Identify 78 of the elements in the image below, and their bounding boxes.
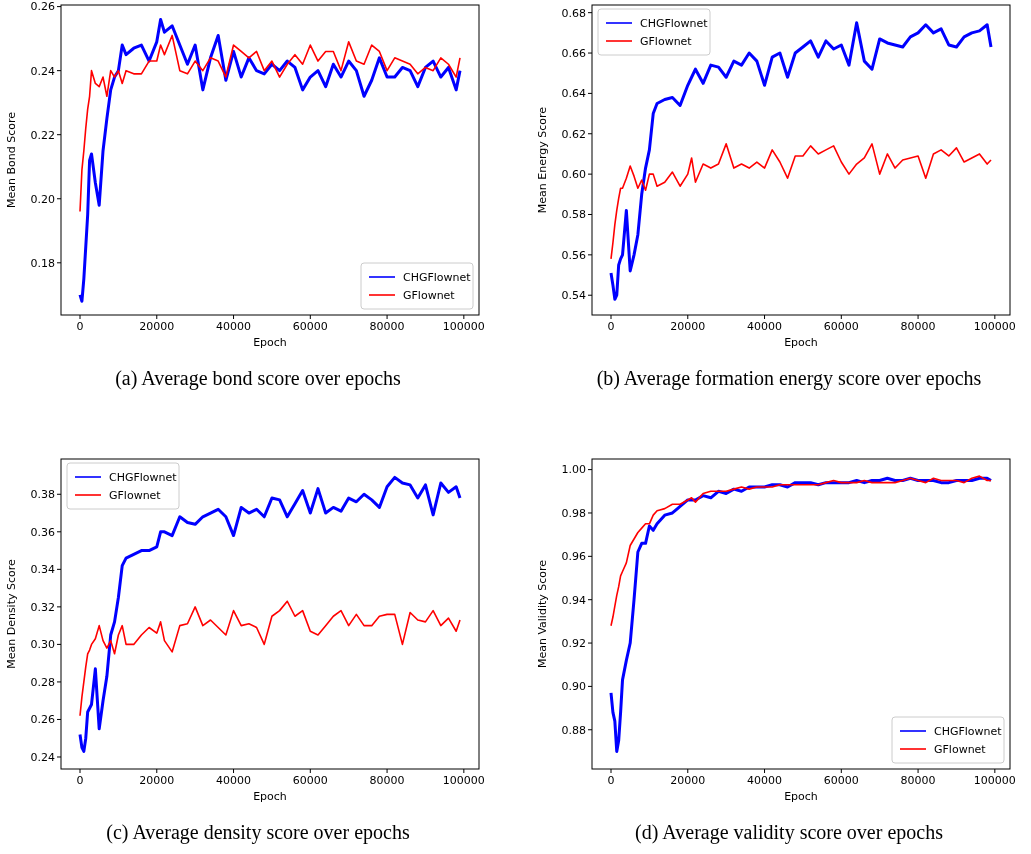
- y-axis-title: Mean Validity Score: [536, 559, 549, 669]
- x-tick-label: 0: [607, 320, 615, 333]
- legend-label: GFlownet: [403, 288, 456, 302]
- legend-label: GFlownet: [109, 488, 162, 502]
- x-tick-label: 40000: [216, 774, 252, 787]
- text: (c) Average density score over epochs: [106, 821, 410, 844]
- y-tick-label: 0.36: [30, 525, 55, 539]
- y-tick-label: 0.88: [561, 723, 586, 737]
- text: (a) Average bond score over epochs: [115, 367, 402, 390]
- x-tick-label: 40000: [747, 320, 783, 333]
- y-axis-title: Mean Bond Score: [5, 111, 18, 209]
- y-axis-title: Mean Energy Score: [536, 106, 549, 214]
- x-tick-label: 40000: [747, 774, 783, 787]
- x-axis-title: Epoch: [253, 336, 287, 349]
- line-series: [78, 475, 462, 753]
- line-series: [79, 600, 461, 717]
- y-tick-label: 0.32: [30, 600, 55, 614]
- x-tick-label: 80000: [369, 320, 405, 333]
- x-axis-title: Epoch: [253, 790, 287, 803]
- legend-label: GFlownet: [640, 34, 693, 48]
- y-axis-title: Mean Density Score: [5, 558, 18, 669]
- y-tick-label: 0.56: [561, 248, 586, 262]
- x-tick-label: 60000: [823, 320, 859, 333]
- y-tick-label: 0.92: [561, 636, 586, 650]
- x-tick-label: 80000: [369, 774, 405, 787]
- x-tick-label: 60000: [292, 320, 328, 333]
- x-tick-label: 0: [76, 320, 84, 333]
- legend-label: CHGFlownet: [109, 470, 178, 484]
- x-tick-label: 100000: [973, 320, 1016, 333]
- legend-label: CHGFlownet: [934, 724, 1003, 738]
- y-tick-label: 0.60: [561, 167, 586, 181]
- x-tick-label: 20000: [139, 774, 175, 787]
- y-tick-label: 0.18: [30, 256, 55, 270]
- y-tick-label: 0.26: [30, 713, 55, 727]
- y-tick-label: 0.66: [561, 46, 586, 60]
- y-tick-label: 0.28: [30, 675, 55, 689]
- y-tick-label: 0.22: [30, 128, 55, 142]
- x-tick-label: 0: [607, 774, 615, 787]
- line-series: [609, 21, 993, 301]
- x-tick-label: 20000: [670, 774, 706, 787]
- legend-label: CHGFlownet: [640, 16, 709, 30]
- y-tick-label: 0.30: [30, 638, 55, 652]
- x-tick-label: 60000: [292, 774, 328, 787]
- y-tick-label: 0.98: [561, 506, 586, 520]
- y-tick-label: 0.38: [30, 488, 55, 502]
- y-tick-label: 0.54: [561, 289, 586, 303]
- y-tick-label: 0.94: [561, 593, 586, 607]
- legend-label: GFlownet: [934, 742, 987, 756]
- y-tick-label: 0.68: [561, 6, 586, 20]
- x-tick-label: 40000: [216, 320, 252, 333]
- y-tick-label: 0.34: [30, 563, 55, 577]
- x-tick-label: 80000: [900, 774, 936, 787]
- x-tick-label: 80000: [900, 320, 936, 333]
- legend-label: CHGFlownet: [403, 270, 472, 284]
- x-tick-label: 100000: [973, 774, 1016, 787]
- text: (b) Average formation energy score over epochs: [596, 367, 982, 390]
- y-tick-label: 0.90: [561, 680, 586, 694]
- line-series: [610, 475, 992, 627]
- y-tick-label: 0.62: [561, 127, 586, 141]
- y-tick-label: 0.24: [30, 64, 55, 78]
- y-tick-label: 0.96: [561, 550, 586, 564]
- x-tick-label: 20000: [139, 320, 175, 333]
- x-tick-label: 100000: [442, 320, 485, 333]
- y-tick-label: 1.00: [561, 463, 586, 477]
- line-series: [610, 143, 992, 260]
- x-axis-title: Epoch: [784, 336, 818, 349]
- line-series: [79, 34, 461, 213]
- x-tick-label: 0: [76, 774, 84, 787]
- y-tick-label: 0.26: [30, 0, 55, 14]
- x-axis-title: Epoch: [784, 790, 818, 803]
- text: (d) Average validity score over epochs: [635, 821, 944, 844]
- y-tick-label: 0.64: [561, 87, 586, 101]
- y-tick-label: 0.58: [561, 208, 586, 222]
- x-tick-label: 20000: [670, 320, 706, 333]
- x-tick-label: 60000: [823, 774, 859, 787]
- y-tick-label: 0.24: [30, 750, 55, 764]
- y-tick-label: 0.20: [30, 192, 55, 206]
- x-tick-label: 100000: [442, 774, 485, 787]
